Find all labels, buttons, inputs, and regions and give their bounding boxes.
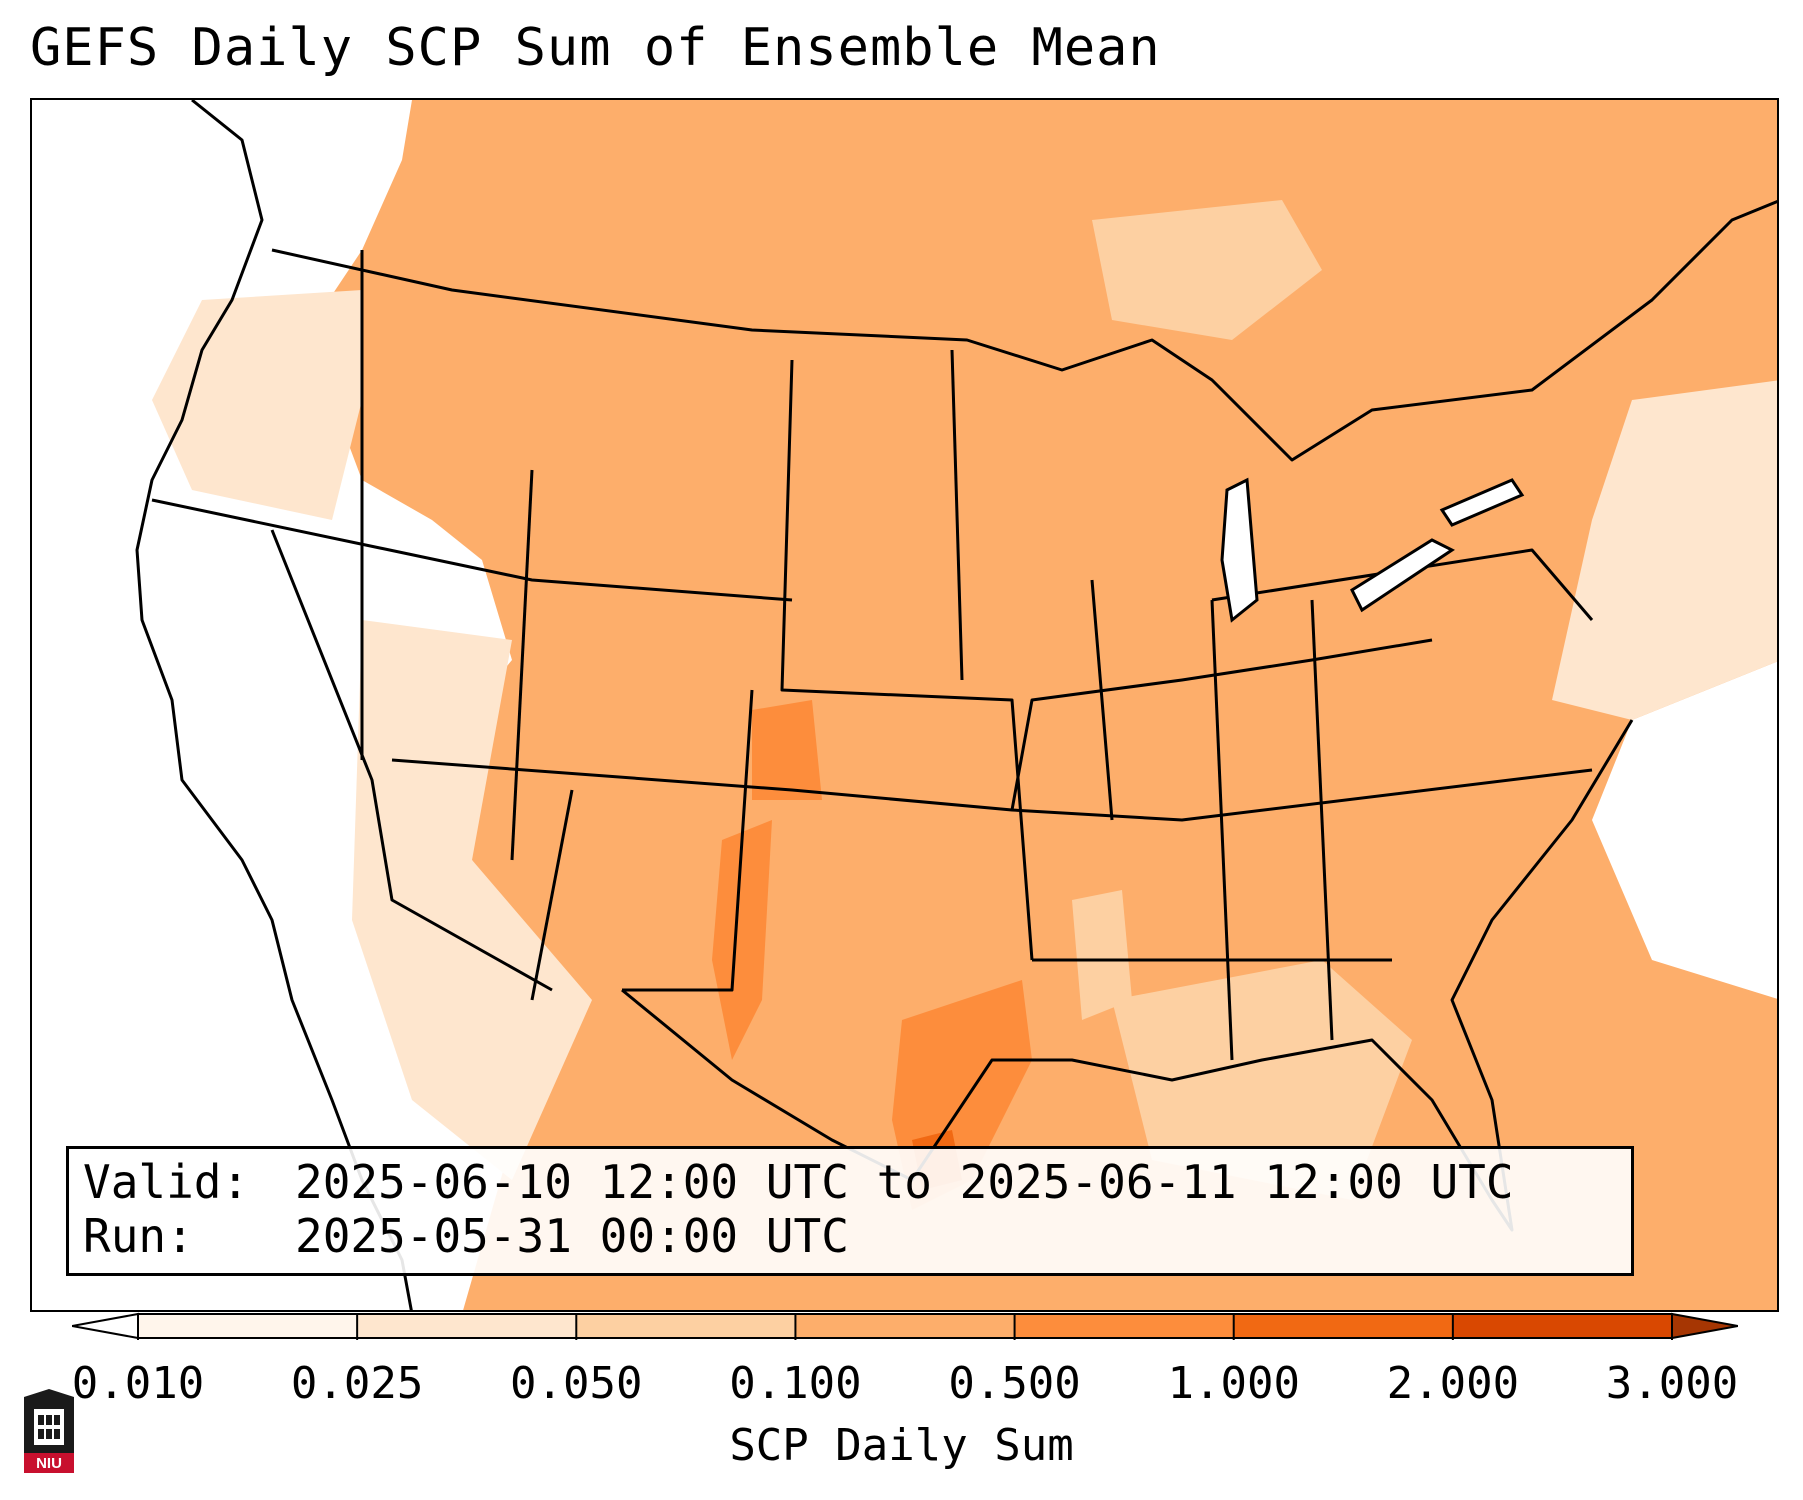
run-label: Run: [83,1209,194,1263]
map-panel [30,98,1779,1312]
chart-title: GEFS Daily SCP Sum of Ensemble Mean [30,18,1161,78]
colorbar-segments [138,1314,1673,1338]
light-patch-coast [1552,380,1777,720]
run-row: Run: 2025-05-31 00:00 UTC [83,1209,1617,1263]
map-svg [32,100,1777,1310]
lake-michigan [1220,477,1259,623]
colorbar-segment [1452,1314,1673,1338]
logo-band [24,1453,74,1473]
valid-row: Valid: 2025-06-10 12:00 UTC to 2025-06-11… [83,1155,1617,1209]
valid-value: 2025-06-10 12:00 UTC to 2025-06-11 12:00… [295,1155,1514,1209]
colorbar-under-arrow [72,1312,139,1340]
colorbar-segment [1233,1314,1454,1338]
valid-label: Valid: [83,1155,250,1209]
us-canada-border [271,200,1777,462]
state-line-4 [622,689,754,992]
boundaries [135,100,1777,1310]
logo-building [34,1409,64,1445]
colorbar-tick-label: 0.025 [290,1358,424,1409]
colorbar-ticks [137,1314,1673,1340]
colorbar [72,1312,1738,1340]
light-patch-mississippi [1072,890,1132,1020]
state-line-9 [1210,599,1234,1061]
state-line-3 [530,789,574,1001]
colorbar-segment [576,1314,796,1338]
light-patch-gulf [1112,960,1412,1200]
light-patch-northeast [1092,200,1322,340]
colorbar-over-arrow [1671,1312,1738,1340]
colorbar-tick-label: 0.500 [948,1358,1081,1409]
state-line-11 [1211,548,1594,621]
colorbar-tick-label: 0.050 [510,1358,643,1409]
colorbar-segment [1014,1314,1235,1338]
state-line-10 [1310,599,1334,1041]
colorbar-tick-label: 3.000 [1605,1358,1739,1409]
state-line-1 [151,498,793,602]
state-line-8 [1090,579,1114,821]
lake-ontario [1439,478,1525,527]
niu-logo [24,1389,74,1473]
colorbar-tick-label: 1.000 [1167,1358,1300,1409]
colorbar-tick-label: 2.000 [1386,1358,1520,1409]
colorbar-segment [138,1314,358,1338]
state-line-13 [510,469,534,861]
state-line-6 [950,349,964,681]
run-value: 2025-05-31 00:00 UTC [295,1209,849,1263]
state-line-5 [780,359,1034,961]
lake-erie [1350,538,1455,613]
colorbar-tick-label: 0.010 [71,1358,205,1409]
logo-text: NIU [36,1455,62,1472]
great-lakes [1220,477,1525,623]
state-line-15 [1010,638,1433,811]
colorbar-tick-label: 0.100 [729,1358,862,1409]
state-line-14 [270,529,553,992]
high-shade-kansas [752,700,822,800]
west-coastline [135,100,413,1310]
main-shade-region [302,100,1777,1310]
colorbar-segment [795,1314,1016,1338]
high-shade-texas [712,820,772,1060]
colorbar-segment [357,1314,577,1338]
valid-run-box: Valid: 2025-06-10 12:00 UTC to 2025-06-11… [66,1146,1634,1276]
colorbar-label: SCP Daily Sum [729,1420,1074,1471]
